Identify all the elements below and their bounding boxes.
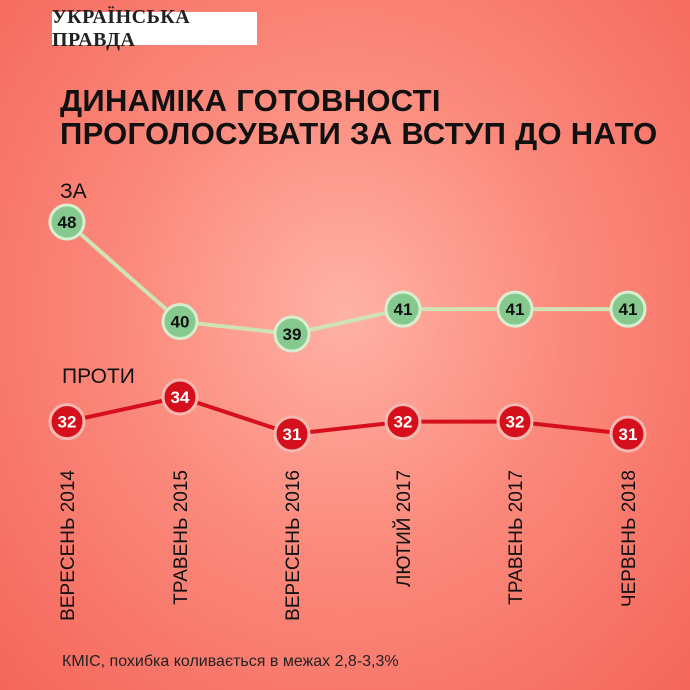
data-label-against-2: 31 — [283, 425, 302, 444]
x-tick-label-1: ТРАВЕНЬ 2015 — [171, 470, 192, 605]
point-for-5 — [609, 290, 647, 328]
data-label-against-0: 32 — [58, 413, 77, 432]
point-against-0 — [48, 403, 86, 441]
x-tick-label-2: ВЕРЕСЕНЬ 2016 — [283, 470, 304, 621]
data-label-for-3: 41 — [394, 300, 413, 319]
point-against-4 — [496, 403, 534, 441]
data-label-against-5: 31 — [619, 425, 638, 444]
title-line-1: ДИНАМІКА ГОТОВНОСТІ — [60, 83, 441, 118]
point-against-5 — [609, 415, 647, 453]
title-line-2: ПРОГОЛОСУВАТИ ЗА ВСТУП ДО НАТО — [60, 116, 658, 151]
brand-logo: УКРАЇНСЬКА ПРАВДА — [52, 6, 257, 51]
data-label-for-2: 39 — [283, 325, 302, 344]
data-label-for-1: 40 — [171, 313, 190, 332]
x-tick-label-5: ЧЕРВЕНЬ 2018 — [619, 470, 640, 607]
series-label-for: ЗА — [60, 180, 87, 203]
point-for-3 — [384, 290, 422, 328]
source-note: КМІС, похибка коливається в межах 2,8-3,… — [62, 653, 399, 670]
series-line-for — [65, 220, 628, 336]
series-label-against: ПРОТИ — [62, 365, 135, 388]
series-line-against — [66, 395, 629, 436]
point-for-0 — [48, 203, 86, 241]
point-against-1 — [161, 378, 199, 416]
point-for-2 — [273, 315, 311, 353]
data-label-for-5: 41 — [619, 300, 638, 319]
point-against-2 — [273, 415, 311, 453]
data-label-for-4: 41 — [506, 300, 525, 319]
data-label-against-1: 34 — [171, 388, 190, 407]
x-tick-label-0: ВЕРЕСЕНЬ 2014 — [58, 470, 79, 621]
data-label-against-3: 32 — [394, 413, 413, 432]
point-for-4 — [496, 290, 534, 328]
chart-title: ДИНАМІКА ГОТОВНОСТІ ПРОГОЛОСУВАТИ ЗА ВСТ… — [60, 84, 680, 150]
x-tick-label-4: ТРАВЕНЬ 2017 — [506, 470, 527, 605]
data-label-for-0: 48 — [58, 213, 77, 232]
data-label-against-4: 32 — [506, 413, 525, 432]
x-tick-label-3: ЛЮТИЙ 2017 — [393, 470, 415, 587]
point-against-3 — [384, 403, 422, 441]
point-for-1 — [161, 303, 199, 341]
